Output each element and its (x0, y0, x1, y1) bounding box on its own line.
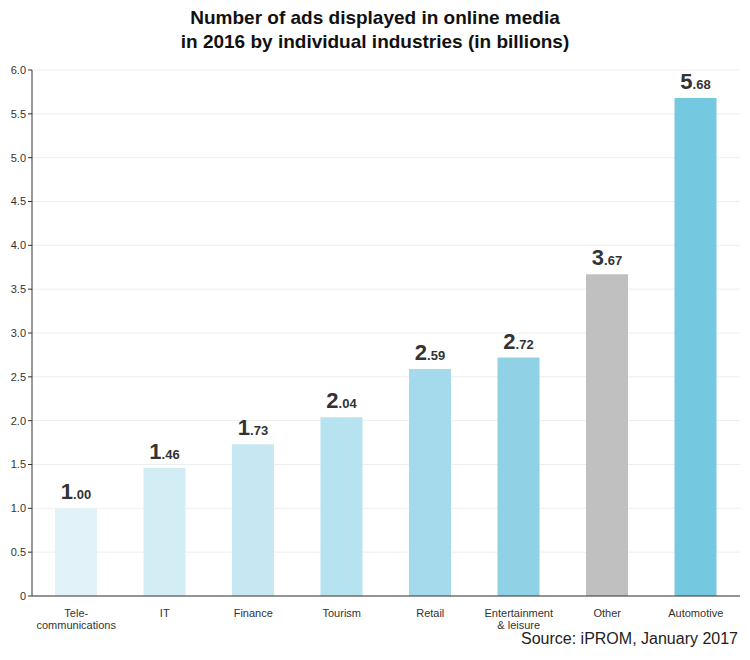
svg-text:4.5: 4.5 (11, 195, 26, 207)
html-text:Number of ads displayed in onl: Number of ads displayed in online media (190, 7, 560, 28)
svg-text:0.5: 0.5 (11, 546, 26, 558)
html-text:in 2016 by individual industri: in 2016 by individual industries (in bil… (180, 31, 570, 52)
svg-text:1.0: 1.0 (11, 502, 26, 514)
svg-text:6.0: 6.0 (11, 64, 26, 76)
svg-text:IT: IT (160, 607, 170, 619)
svg-text:Tourism: Tourism (322, 607, 361, 619)
svg-text:Entertainment& leisure: Entertainment& leisure (485, 607, 553, 631)
svg-text:2.5: 2.5 (11, 371, 26, 383)
svg-text:Retail: Retail (416, 607, 444, 619)
svg-text:Finance: Finance (234, 607, 273, 619)
svg-text:1.46: 1.46 (149, 439, 179, 464)
svg-text:1.00: 1.00 (61, 479, 91, 504)
svg-text:3.67: 3.67 (592, 245, 622, 270)
svg-text:3.5: 3.5 (11, 283, 26, 295)
svg-text:Automotive: Automotive (668, 607, 723, 619)
svg-text:1.73: 1.73 (238, 415, 268, 440)
svg-text:1.5: 1.5 (11, 458, 26, 470)
svg-text:3.0: 3.0 (11, 327, 26, 339)
svg-text:4.0: 4.0 (11, 239, 26, 251)
svg-text:Other: Other (593, 607, 621, 619)
svg-text:5.5: 5.5 (11, 108, 26, 120)
svg-text:5.0: 5.0 (11, 152, 26, 164)
svg-text:Tele-communications: Tele-communications (37, 607, 117, 631)
svg-text:2.59: 2.59 (415, 340, 445, 365)
svg-text:0: 0 (20, 590, 26, 602)
svg-text:5.68: 5.68 (680, 69, 710, 94)
svg-text:2.0: 2.0 (11, 415, 26, 427)
html-text:Source: iPROM, January 2017: Source: iPROM, January 2017 (521, 630, 738, 647)
svg-text:2.04: 2.04 (326, 388, 357, 413)
svg-text:2.72: 2.72 (503, 329, 533, 354)
